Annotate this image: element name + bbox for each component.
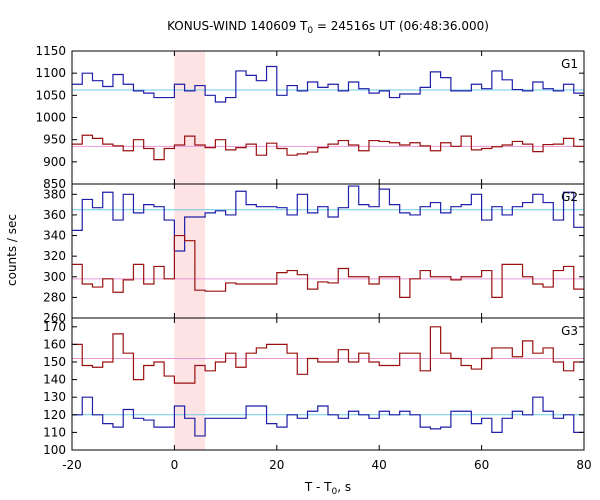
- x-tick-label: 20: [269, 458, 284, 472]
- y-tick-label: 950: [43, 133, 66, 147]
- y-tick-label: 1050: [35, 88, 66, 102]
- y-tick-label: 170: [43, 320, 66, 334]
- y-tick-label: 120: [43, 408, 66, 422]
- y-tick-label: 100: [43, 443, 66, 457]
- highlight-interval: [174, 318, 206, 450]
- y-tick-label: 280: [43, 290, 66, 304]
- y-tick-label: 900: [43, 155, 66, 169]
- panel-g2: 260 280 300 320 340 360 380 G2: [43, 183, 585, 325]
- y-axis-label: counts / sec: [5, 214, 19, 286]
- x-tick-label: 0: [171, 458, 179, 472]
- series-blue-g1: [72, 65, 584, 103]
- panel-g3: 100 110 120 130 140 150 160 170 G3: [43, 317, 585, 457]
- panel-frame: [71, 317, 585, 451]
- panel-label: G2: [561, 190, 578, 204]
- x-tick-label: -20: [62, 458, 82, 472]
- series-blue-g2: [72, 185, 584, 252]
- panel-g1: 850 900 950 1000 1050 1100 1150 G1: [35, 44, 585, 191]
- series-red-g2: [72, 234, 584, 298]
- y-tick-label: 850: [43, 177, 66, 191]
- y-tick-label: 160: [43, 337, 66, 351]
- y-tick-label: 300: [43, 270, 66, 284]
- series-red-g3: [72, 326, 584, 384]
- y-tick-label: 140: [43, 373, 66, 387]
- panel-label: G1: [561, 57, 578, 71]
- y-tick-label: 360: [43, 208, 66, 222]
- x-tick-label: 40: [372, 458, 387, 472]
- plot-area: 8509009501000105011001150G12602803003203…: [35, 44, 591, 472]
- chart-title: KONUS-WIND 140609 T0 = 24516s UT (06:48:…: [167, 19, 489, 36]
- panel-label: G3: [561, 324, 578, 338]
- y-tick-label: 130: [43, 390, 66, 404]
- y-tick-label: 320: [43, 249, 66, 263]
- x-tick-label: 60: [474, 458, 489, 472]
- y-tick-label: 1150: [35, 44, 66, 58]
- y-tick-label: 1100: [35, 66, 66, 80]
- y-tick-label: 110: [43, 425, 66, 439]
- y-tick-label: 1000: [35, 111, 66, 125]
- series-red-g1: [72, 134, 584, 161]
- x-tick-label: 80: [576, 458, 591, 472]
- x-axis-label: T - T0, s: [304, 480, 351, 497]
- series-blue-g3: [72, 396, 584, 437]
- panel-frame: [71, 50, 585, 185]
- highlight-interval: [174, 51, 206, 184]
- y-tick-label: 380: [43, 187, 66, 201]
- y-tick-label: 340: [43, 229, 66, 243]
- y-tick-label: 150: [43, 355, 66, 369]
- y-tick-label: 260: [43, 311, 66, 325]
